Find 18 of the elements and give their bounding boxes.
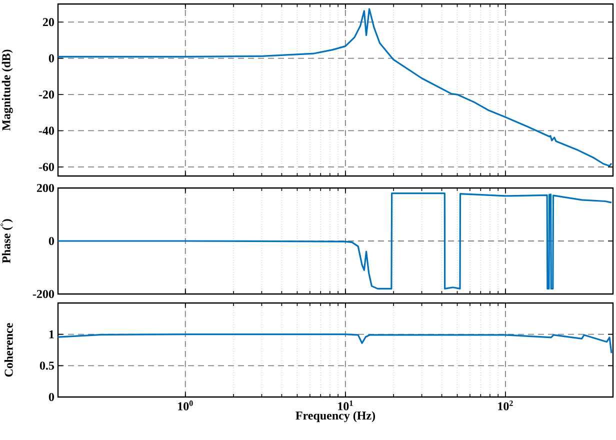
y-tick-label: 0 <box>48 392 54 402</box>
y-axis-title: Magnitude (dB) <box>2 50 13 131</box>
x-tick-label: 10$^{0}$ <box>178 400 193 410</box>
y-tick-label: -200 <box>32 290 54 298</box>
y-tick-label: -60 <box>38 162 54 171</box>
y-tick-label: -40 <box>38 126 54 135</box>
y-tick-label: 0 <box>48 236 54 246</box>
y-tick-label: 0 <box>48 54 54 62</box>
y-axis-title: Coherence <box>4 323 13 377</box>
y-tick-label: 1 <box>49 330 54 338</box>
y-tick-label: 20 <box>42 18 54 26</box>
x-tick-label: 10$^{2}$ <box>498 400 513 410</box>
y-tick-label: -20 <box>38 90 54 99</box>
x-axis-title: Frequency (Hz) <box>296 411 376 422</box>
y-tick-label: 0.5 <box>40 362 54 370</box>
y-tick-label: 200 <box>36 184 54 192</box>
x-tick-label: 10$^{1}$ <box>338 400 353 410</box>
y-axis-title: Phase ($^{°}$) <box>0 219 13 264</box>
